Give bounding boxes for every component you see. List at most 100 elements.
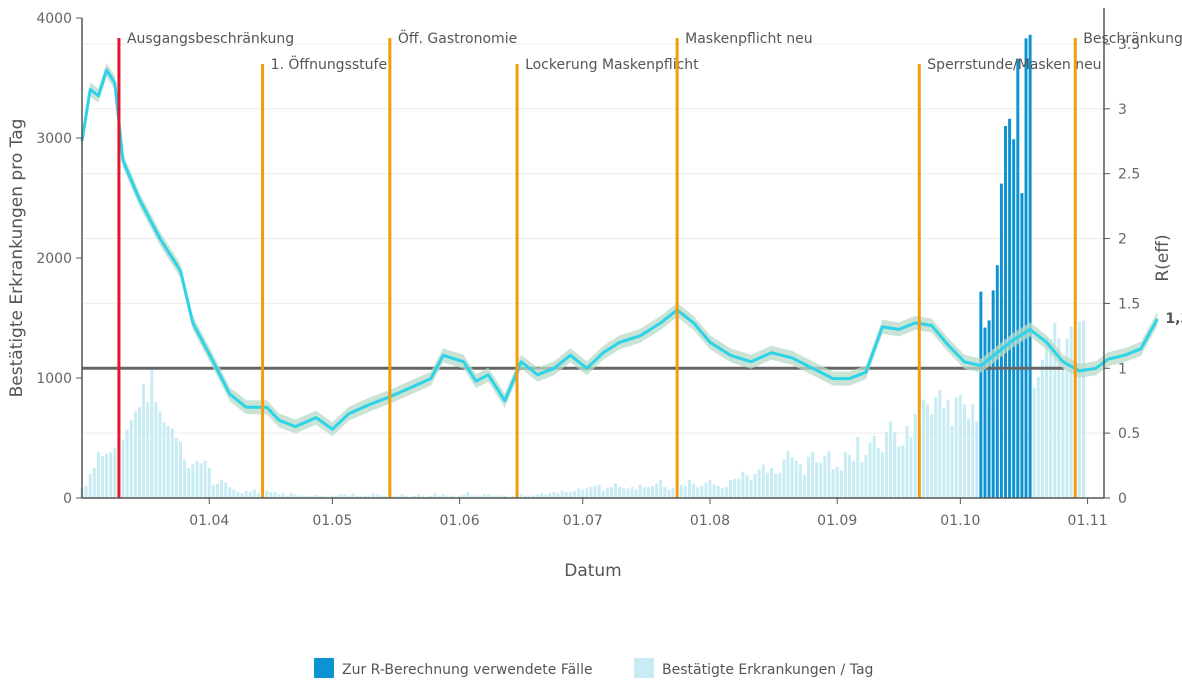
bar-daily-cases <box>794 460 798 498</box>
bar-daily-cases <box>412 495 416 498</box>
bar-daily-cases <box>729 480 732 498</box>
bar-daily-cases <box>92 468 96 498</box>
bar-daily-cases <box>716 486 720 498</box>
bar-daily-cases <box>417 494 421 498</box>
bar-daily-cases <box>884 432 888 498</box>
bar-daily-cases <box>224 482 228 498</box>
bar-daily-cases <box>597 484 601 498</box>
bar-daily-cases <box>1082 320 1085 498</box>
bar-r-calc-cases <box>1016 58 1020 499</box>
bar-daily-cases <box>893 432 897 498</box>
x-tick-label: 01.09 <box>817 513 857 529</box>
bar-daily-cases <box>683 486 687 498</box>
y-left-tick-label: 4000 <box>36 11 72 27</box>
y-left-tick-label: 1000 <box>36 371 72 387</box>
y-right-tick-label: 3 <box>1118 102 1127 118</box>
bar-daily-cases <box>376 494 379 498</box>
bar-daily-cases <box>392 496 396 498</box>
bar-daily-cases <box>692 483 696 498</box>
x-tick-label: 01.08 <box>690 513 730 529</box>
bar-daily-cases <box>745 475 749 498</box>
bar-r-calc-cases <box>1008 118 1012 499</box>
x-tick-label: 01.10 <box>940 513 980 529</box>
bar-daily-cases <box>938 390 942 498</box>
bar-daily-cases <box>318 495 322 498</box>
bar-daily-cases <box>499 495 503 498</box>
bar-daily-cases <box>913 414 917 498</box>
bar-daily-cases <box>839 470 843 498</box>
bar-daily-cases <box>967 418 971 498</box>
bar-r-calc-cases <box>999 183 1003 498</box>
bar-daily-cases <box>101 456 104 498</box>
legend-swatch-daily-cases <box>634 658 654 678</box>
bar-daily-cases <box>236 492 240 498</box>
bar-daily-cases <box>573 490 577 498</box>
bar-daily-cases <box>359 496 363 498</box>
bar-daily-cases <box>864 454 868 498</box>
bar-daily-cases <box>770 468 774 498</box>
bar-daily-cases <box>351 493 355 498</box>
bar-daily-cases <box>827 451 831 498</box>
bar-daily-cases <box>737 478 741 498</box>
bar-daily-cases <box>835 466 839 498</box>
bar-daily-cases <box>404 495 408 498</box>
bar-daily-cases <box>105 453 109 498</box>
bar-daily-cases <box>248 492 252 498</box>
y-left-tick-label: 0 <box>63 491 72 507</box>
bar-r-calc-cases <box>995 265 999 498</box>
bar-daily-cases <box>1049 339 1053 498</box>
bar-daily-cases <box>1065 338 1069 498</box>
y-right-tick-label: 3.5 <box>1118 37 1140 53</box>
bar-daily-cases <box>926 404 929 498</box>
bar-daily-cases <box>618 487 622 498</box>
bar-daily-cases <box>852 460 856 498</box>
bar-daily-cases <box>622 488 626 498</box>
bar-daily-cases <box>462 494 466 498</box>
bar-daily-cases <box>946 399 950 498</box>
axes <box>76 8 1110 504</box>
bar-daily-cases <box>380 495 384 498</box>
bar-daily-cases <box>696 487 700 498</box>
y-axis-right-title: R(eff) <box>1153 234 1173 281</box>
bar-daily-cases <box>109 452 113 498</box>
bar-daily-cases <box>166 426 170 498</box>
r-eff-line-group <box>80 68 1159 431</box>
legend-swatch-r-calc <box>314 658 334 678</box>
bar-daily-cases <box>511 495 515 498</box>
bar-daily-cases <box>655 483 659 498</box>
bar-daily-cases <box>971 404 975 498</box>
bar-daily-cases <box>486 494 490 498</box>
bar-daily-cases <box>495 495 499 498</box>
bar-daily-cases <box>757 469 761 498</box>
x-tick-label: 01.04 <box>189 513 229 529</box>
bar-daily-cases <box>302 495 306 498</box>
bar-daily-cases <box>1053 322 1057 498</box>
y-axis-left-title: Bestätigte Erkrankungen pro Tag <box>7 119 27 398</box>
bar-daily-cases <box>679 484 683 498</box>
bar-daily-cases <box>950 426 954 498</box>
bar-daily-cases <box>199 463 203 498</box>
x-tick-label: 01.11 <box>1068 513 1108 529</box>
bar-daily-cases <box>232 489 236 498</box>
bar-daily-cases <box>519 494 523 498</box>
bar-daily-cases <box>355 495 359 498</box>
bar-daily-cases <box>556 493 560 498</box>
r-eff-line <box>80 68 1159 431</box>
bar-daily-cases <box>589 487 593 498</box>
bar-daily-cases <box>540 493 544 498</box>
bar-daily-cases <box>876 447 880 498</box>
event-label: Lockerung Maskenpflicht <box>525 57 699 73</box>
bar-daily-cases <box>400 494 404 498</box>
bar-daily-cases <box>765 472 769 498</box>
bar-daily-cases <box>482 494 486 498</box>
bar-daily-cases <box>638 484 642 498</box>
y-left-tick-label: 2000 <box>36 251 72 267</box>
bar-daily-cases <box>942 408 946 498</box>
y-right-tick-label: 0.5 <box>1118 426 1140 442</box>
legend: Zur R-Berechnung verwendete Fälle Bestät… <box>314 658 873 678</box>
bar-daily-cases <box>687 480 691 498</box>
bar-daily-cases <box>880 452 884 498</box>
bar-daily-cases <box>277 494 281 498</box>
bar-daily-cases <box>962 404 966 498</box>
